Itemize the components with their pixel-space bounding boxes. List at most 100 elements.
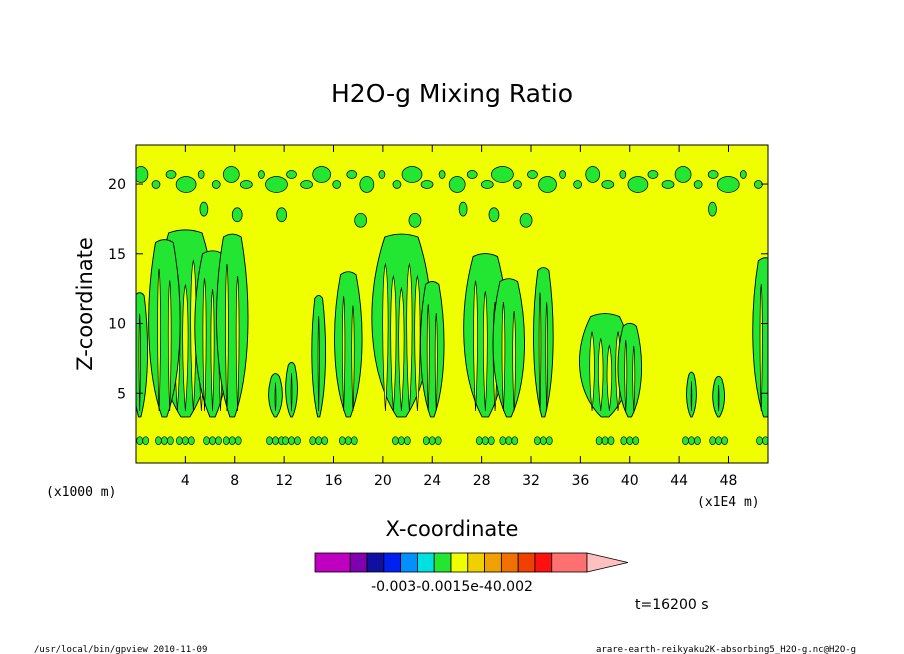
contour-streak <box>598 338 604 412</box>
contour-streak <box>225 263 229 411</box>
x-tick-label: 16 <box>325 473 343 489</box>
contour-band-blob <box>573 180 583 189</box>
contour-band-blob <box>466 170 478 179</box>
contour-streak <box>382 262 389 411</box>
contour-secondary-blob <box>408 212 422 228</box>
x-tick-label: 8 <box>230 473 239 489</box>
contour-streak <box>717 384 720 412</box>
contour-blob <box>476 436 483 445</box>
contour-band-blob <box>258 170 265 179</box>
colorbar-swatch <box>433 552 452 573</box>
contour-band-blob <box>601 180 615 189</box>
colorbar-swatch <box>551 552 588 573</box>
x-tick-label: 4 <box>181 473 190 489</box>
contour-band-blob <box>332 180 342 189</box>
plot-frame <box>135 144 769 464</box>
contour-streak <box>390 274 397 411</box>
contour-band-blob <box>359 176 375 193</box>
contour-band-blob <box>240 180 253 189</box>
colorbar-swatch <box>500 552 519 573</box>
colorbar-swatch <box>417 552 435 573</box>
contour-band-blob <box>739 170 747 179</box>
contour-streak <box>606 344 613 412</box>
contour-blob <box>595 436 603 445</box>
contour-band-blob <box>480 180 494 189</box>
colorbar-swatch <box>314 552 351 573</box>
contour-band-blob <box>378 170 386 179</box>
contour-streak <box>406 262 413 411</box>
contour-streak <box>342 296 346 411</box>
contour-streak <box>398 286 405 412</box>
y-tick-label: 15 <box>108 247 126 263</box>
contour-blob <box>398 436 405 445</box>
contour-band-blob <box>538 176 557 193</box>
x-tick-label: 12 <box>275 473 293 489</box>
x-axis: 4 8 12 16 20 24 28 32 36 40 44 48 <box>181 145 738 489</box>
contour-band-blob <box>438 170 446 179</box>
contour-band-blob <box>286 170 297 179</box>
contour-band-blob <box>420 180 434 189</box>
contour-streak <box>182 283 189 411</box>
contour-blob <box>601 436 609 445</box>
contour-band-blob <box>707 170 719 179</box>
contour-streak <box>274 382 277 412</box>
contour-blob <box>688 436 695 445</box>
contour-blob <box>422 436 430 445</box>
x-tick-label: 32 <box>522 473 540 489</box>
contour-blob <box>709 436 716 445</box>
colorbar-swatch <box>349 552 368 573</box>
colorbar <box>314 552 629 573</box>
y-axis-label: Z-coordinate <box>73 237 97 371</box>
contour-band-blob <box>716 176 740 193</box>
contour-streak <box>210 289 215 411</box>
contour-streak <box>690 381 693 411</box>
contour-blob <box>682 436 689 445</box>
footer-right: arare-earth-reikyaku2K-absorbing5_H2O-g.… <box>596 645 856 654</box>
contour-blob <box>511 436 519 445</box>
contour-blob <box>499 436 507 445</box>
contour-plume <box>419 281 445 418</box>
contour-secondary-blob <box>276 207 288 223</box>
contour-blob <box>769 437 775 445</box>
y-tick-label: 5 <box>117 386 126 402</box>
colorbar-swatch <box>400 552 418 573</box>
y-tick-label: 10 <box>108 317 126 333</box>
contour-plume <box>533 267 554 418</box>
contour-blob <box>136 436 144 445</box>
contour-secondary-blob <box>708 201 717 217</box>
contour-streak <box>235 275 240 411</box>
contour-secondary-blob <box>231 207 243 223</box>
colorbar-swatch <box>534 552 553 573</box>
colorbar-extend-triangle <box>586 552 629 573</box>
contour-band-blob <box>527 170 538 179</box>
contour-plume <box>334 271 363 418</box>
contour-band-blob <box>197 170 205 179</box>
x-tick-label: 36 <box>571 473 589 489</box>
contour-band-blob <box>619 170 627 179</box>
contour-blob <box>404 436 411 445</box>
contour-secondary-blob <box>199 201 209 217</box>
colorbar-labels: -0.003-0.0015e-40.002 <box>371 579 533 595</box>
x-tick-label: 48 <box>720 473 738 489</box>
contour-blob <box>540 436 547 445</box>
contour-blob <box>626 436 634 445</box>
x-axis-label: X-coordinate <box>386 517 519 541</box>
contour-streak <box>501 301 506 411</box>
contour-blob <box>721 436 728 445</box>
contour-band-blob <box>491 166 514 183</box>
contour-band-blob <box>136 166 149 183</box>
x-tick-label: 20 <box>374 473 392 489</box>
contour-band-blob <box>392 180 402 189</box>
contour-band-blob <box>674 166 692 183</box>
contour-band-blob <box>211 180 221 189</box>
y-tick-label: 20 <box>108 177 126 193</box>
contour-blob <box>309 436 316 445</box>
contour-band-blob <box>661 180 675 189</box>
contour-plume <box>148 239 181 418</box>
colorbar-swatch <box>383 552 402 573</box>
contour-blob <box>321 436 328 445</box>
contour-blob <box>288 436 295 445</box>
contour-streak <box>426 304 430 411</box>
x-tick-label: 28 <box>473 473 491 489</box>
